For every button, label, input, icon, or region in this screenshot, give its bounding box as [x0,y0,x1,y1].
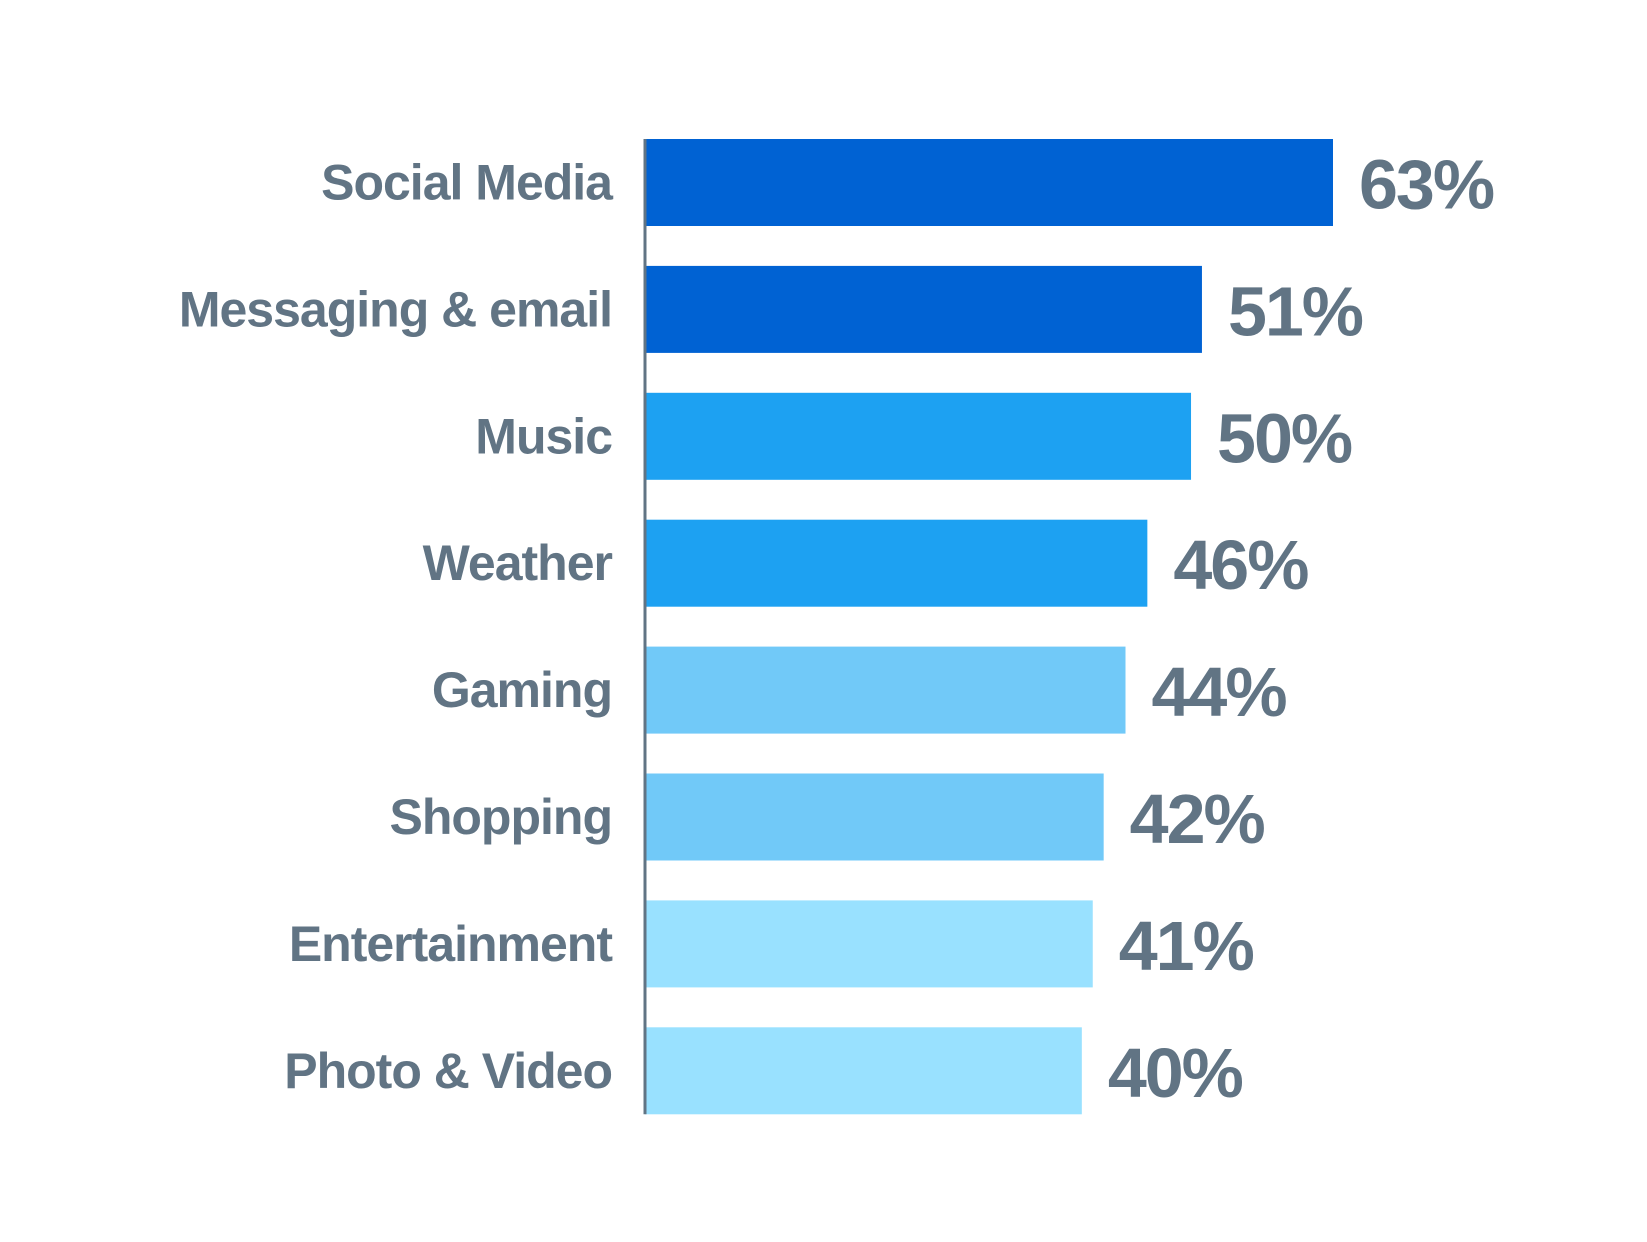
category-labels-group: Social Media Messaging & email Music Weathe… [179,155,615,1099]
bar-6 [645,900,1093,988]
value-label-4: 44% [1152,653,1287,731]
category-label-2: Music [475,408,612,464]
value-label-3: 46% [1173,526,1308,604]
bar-0 [645,139,1333,226]
bar-4 [645,646,1126,734]
category-label-0: Social Media [321,155,614,211]
value-label-7: 40% [1108,1034,1243,1112]
category-label-4: Gaming [432,662,612,718]
value-label-1: 51% [1228,272,1363,350]
bar-2 [645,392,1192,480]
category-label-6: Entertainment [289,916,614,972]
category-label-5: Shopping [390,789,613,845]
value-label-0: 63% [1359,146,1494,224]
category-label-1: Messaging & email [179,281,612,337]
value-label-5: 42% [1130,780,1265,858]
value-labels-group: 63% 51% 50% 46% 44% 42% 41% 40% [1108,146,1496,1112]
bar-7 [645,1027,1082,1115]
value-label-2: 50% [1217,399,1352,477]
bar-3 [645,519,1148,607]
value-label-6: 41% [1119,907,1254,985]
bars-group [645,139,1333,1115]
category-label-7: Photo & Video [284,1043,612,1099]
bar-5 [645,773,1104,861]
category-label-3: Weather [423,535,613,591]
bar-1 [645,265,1202,353]
